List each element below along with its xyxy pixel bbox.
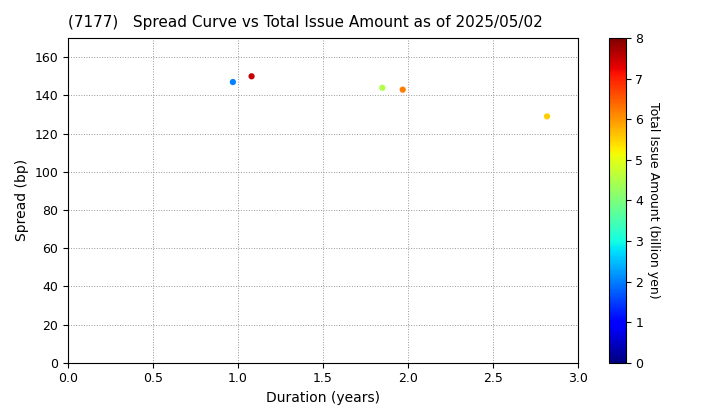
- Point: [227, 79, 238, 85]
- X-axis label: Duration (years): Duration (years): [266, 391, 380, 405]
- Y-axis label: Total Issue Amount (billion yen): Total Issue Amount (billion yen): [647, 102, 660, 299]
- Y-axis label: Spread (bp): Spread (bp): [15, 159, 29, 242]
- Point: [246, 73, 257, 80]
- Text: (7177)   Spread Curve vs Total Issue Amount as of 2025/05/02: (7177) Spread Curve vs Total Issue Amoun…: [68, 15, 543, 30]
- Point: [377, 84, 388, 91]
- Point: [541, 113, 553, 120]
- Point: [397, 86, 408, 93]
